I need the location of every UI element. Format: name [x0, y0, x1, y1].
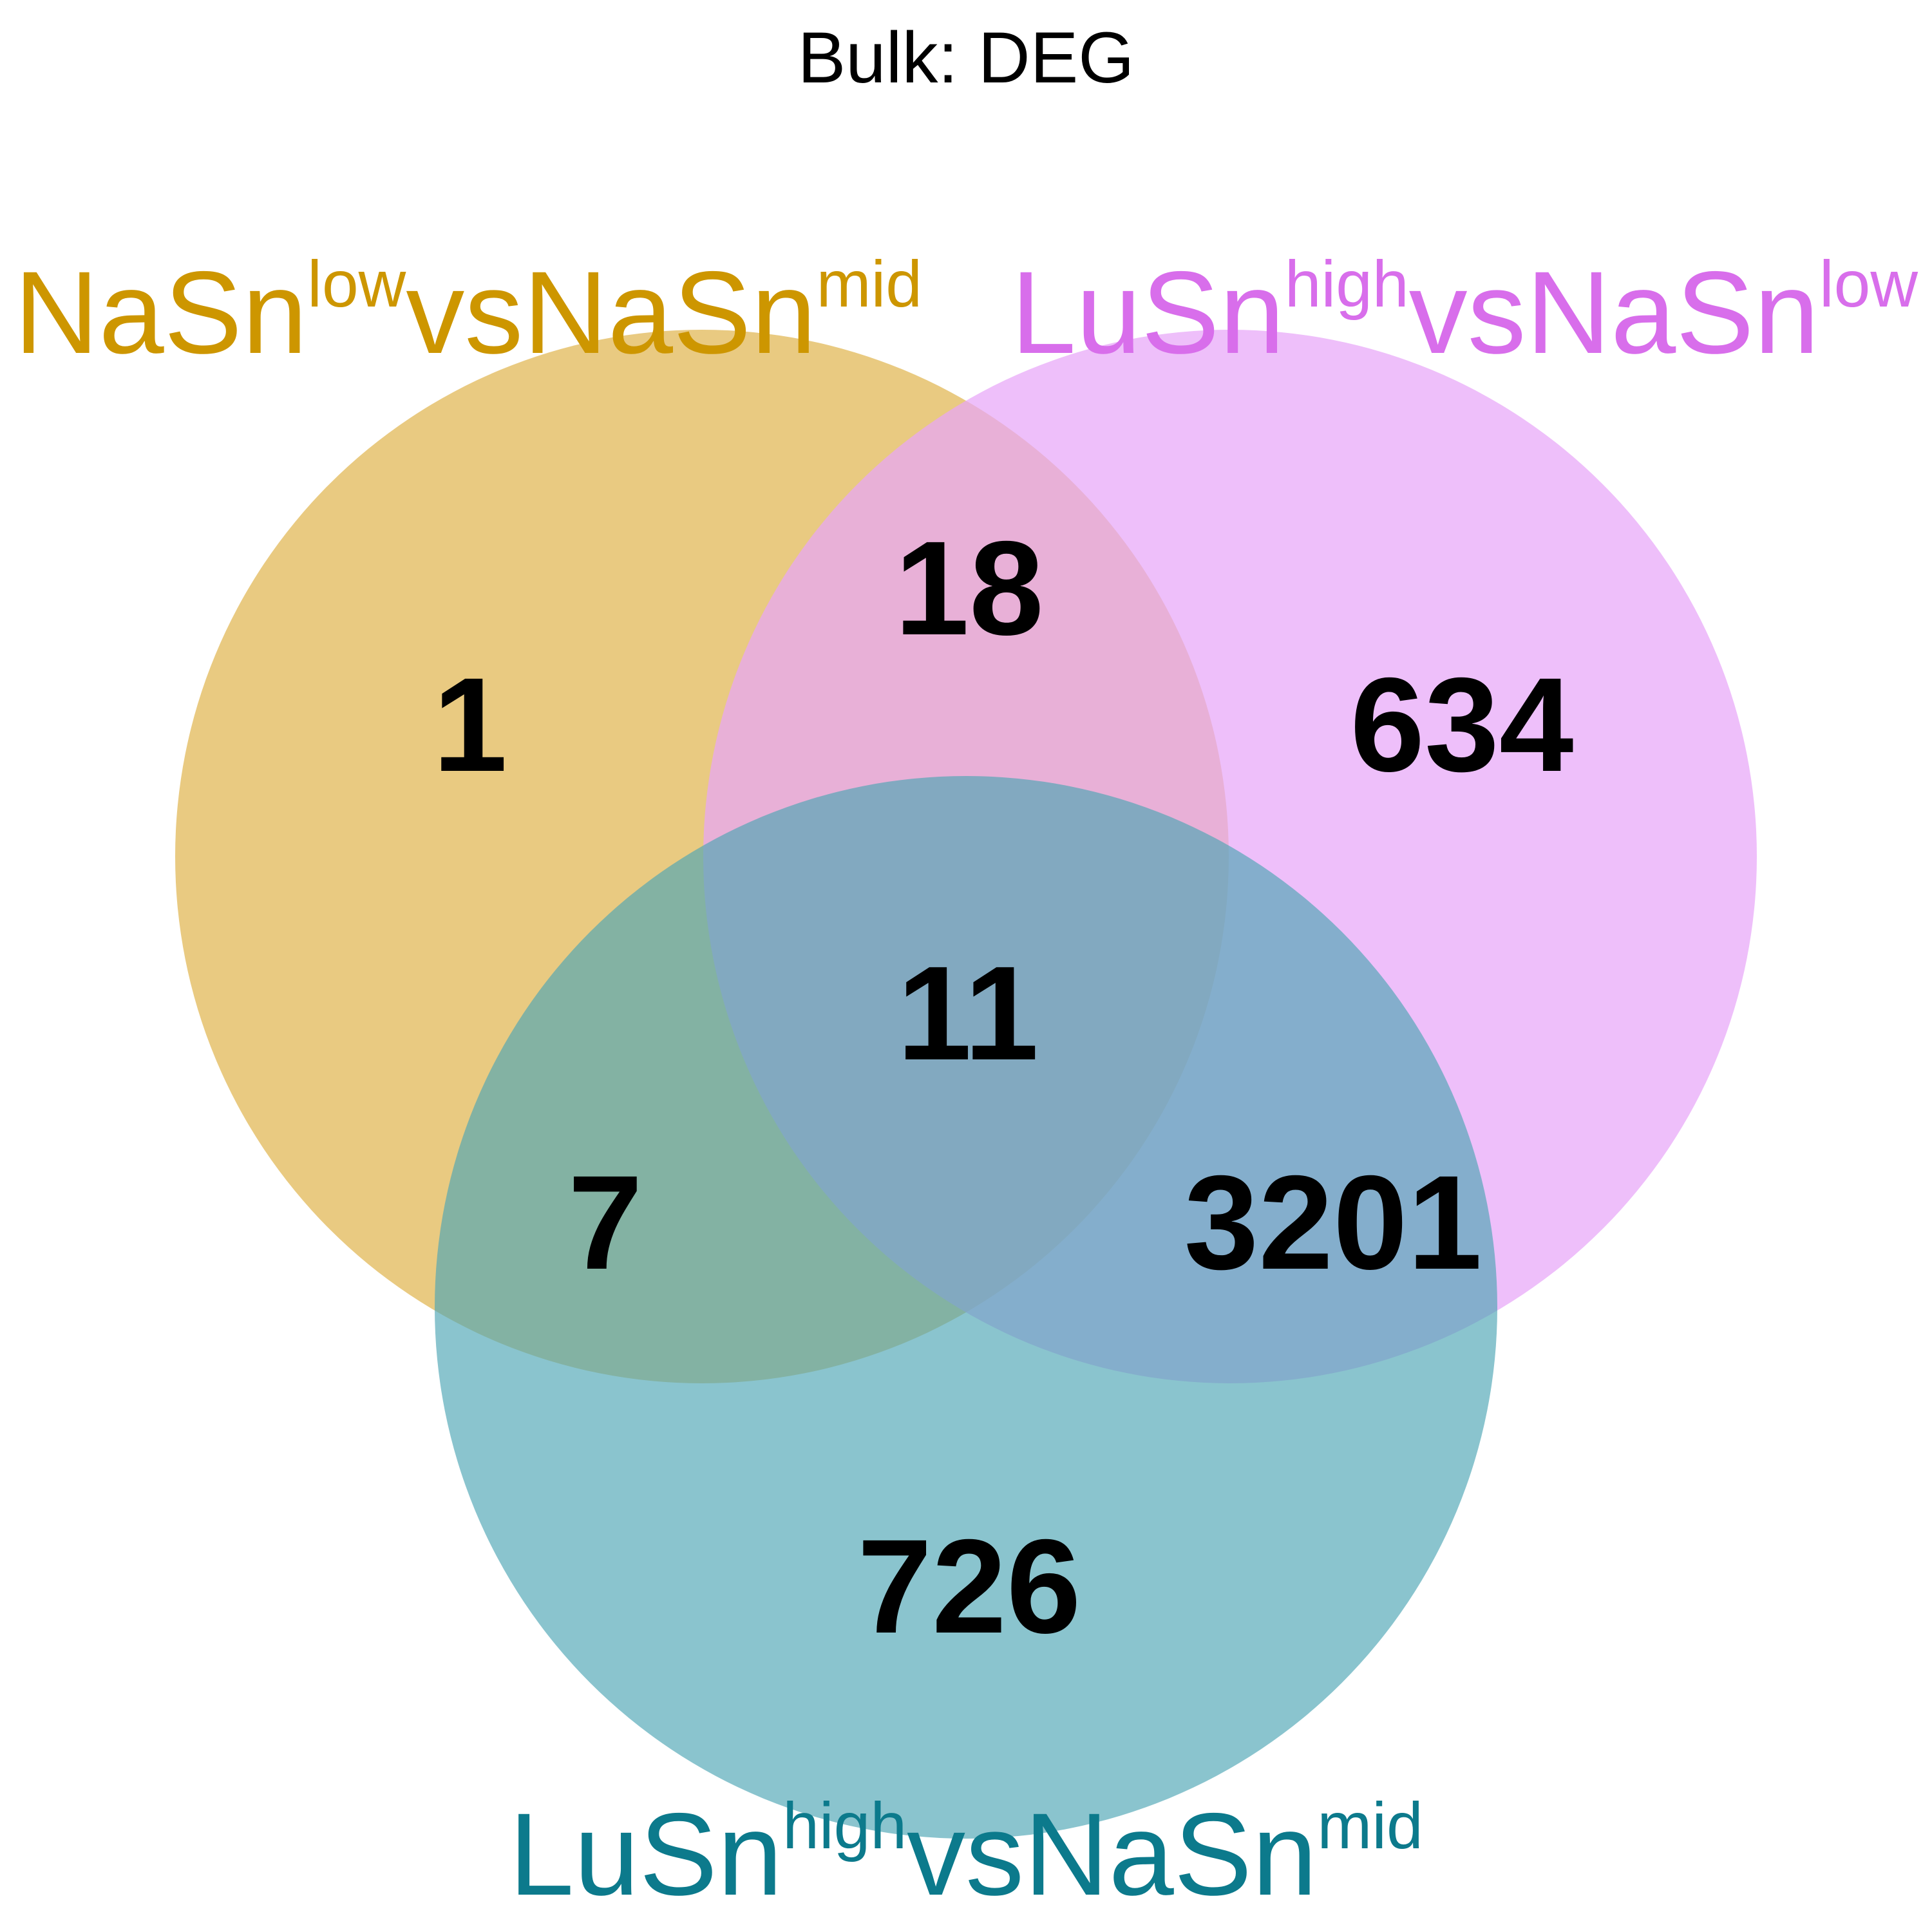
region-count-a-only: 1	[433, 650, 507, 800]
label-superscript: low	[307, 247, 406, 321]
set-label-lusn-high-vs-nasn-low: LuSnhighvsNaSnlow	[1011, 247, 1918, 378]
label-superscript: high	[1285, 247, 1409, 321]
set-circle-lusn-high-vs-nasn-mid	[435, 776, 1497, 1839]
label-text: vsNaSn	[907, 1788, 1317, 1920]
set-label-nasn-low-vs-nasn-mid: NaSnlowvsNaSnmid	[14, 247, 922, 378]
set-label-lusn-high-vs-nasn-mid: LuSnhighvsNaSnmid	[509, 1788, 1423, 1920]
region-count-a-b: 18	[895, 514, 1043, 663]
region-count-a-c: 7	[568, 1148, 643, 1298]
region-count-b-c: 3201	[1184, 1148, 1482, 1298]
region-count-a-b-c: 11	[897, 939, 1039, 1088]
label-superscript: mid	[817, 247, 922, 321]
label-superscript: mid	[1317, 1789, 1423, 1862]
region-count-b-only: 634	[1350, 650, 1573, 800]
diagram-title: Bulk: DEG	[798, 17, 1135, 98]
label-text: LuSn	[509, 1788, 782, 1920]
label-superscript: high	[782, 1789, 907, 1862]
label-text: vsNaSn	[406, 247, 816, 378]
region-count-c-only: 726	[857, 1512, 1081, 1662]
label-text: vsNaSn	[1409, 247, 1819, 378]
label-text: NaSn	[14, 247, 307, 378]
label-superscript: low	[1819, 247, 1918, 321]
label-text: LuSn	[1011, 247, 1285, 378]
